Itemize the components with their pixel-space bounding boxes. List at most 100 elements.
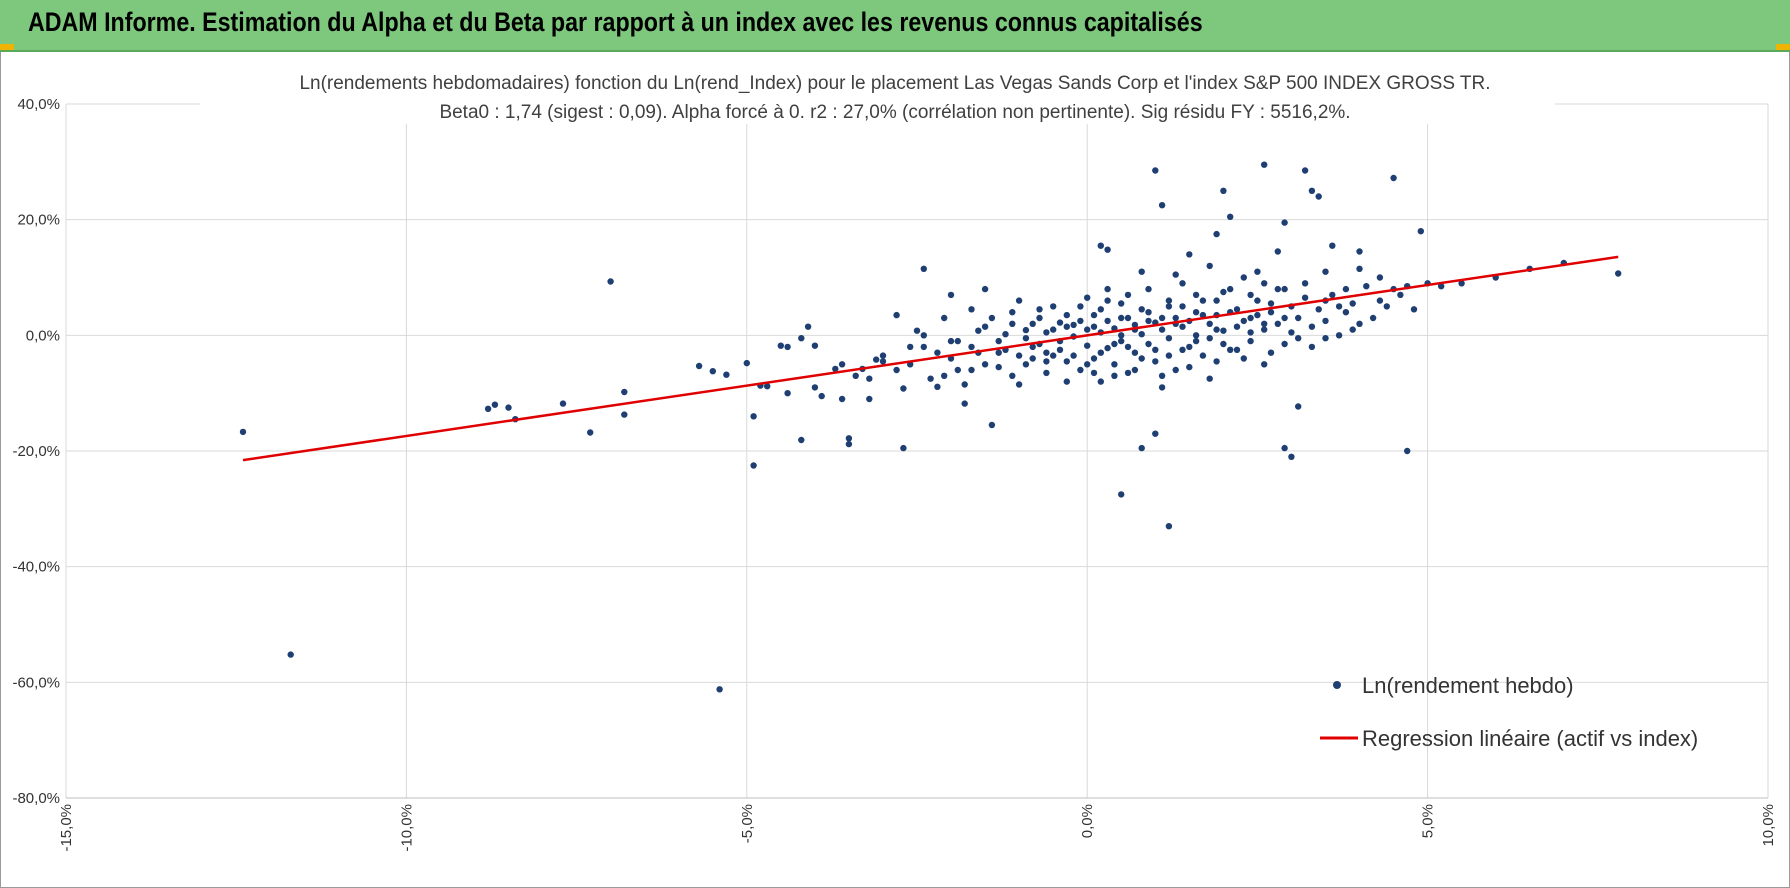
data-point	[750, 413, 757, 420]
data-point	[1077, 303, 1084, 310]
data-point	[1220, 187, 1227, 194]
data-point	[709, 368, 716, 375]
data-point	[1254, 268, 1261, 275]
data-point	[1308, 187, 1316, 194]
data-point	[920, 265, 927, 272]
data-point	[1192, 291, 1200, 299]
data-point	[838, 395, 846, 403]
data-point	[1342, 309, 1350, 316]
data-point	[1376, 274, 1384, 281]
data-point	[1172, 366, 1179, 374]
data-point	[287, 651, 294, 658]
data-point	[1158, 384, 1166, 391]
data-point	[1199, 352, 1207, 359]
legend-line-label: Regression linéaire (actif vs index)	[1362, 726, 1698, 751]
data-point	[1308, 323, 1316, 330]
data-point	[1084, 294, 1091, 301]
data-point	[1267, 349, 1275, 356]
data-point	[1261, 326, 1268, 333]
data-point	[1213, 297, 1220, 304]
data-point	[1063, 358, 1071, 365]
data-point	[1186, 343, 1193, 351]
data-point	[1009, 309, 1016, 316]
data-point	[1274, 320, 1282, 327]
data-point	[484, 405, 492, 412]
data-point	[1281, 285, 1288, 293]
legend-scatter-label: Ln(rendement hebdo)	[1362, 673, 1574, 698]
data-point	[1145, 285, 1152, 293]
y-tick-label: 0,0%	[26, 327, 60, 344]
report-title: ADAM Informe. Estimation du Alpha et du …	[28, 7, 1203, 37]
x-tick-label: 5,0%	[1420, 804, 1437, 838]
data-point	[621, 411, 628, 418]
data-point	[695, 362, 703, 370]
data-point	[1145, 317, 1152, 325]
data-point	[1335, 303, 1343, 310]
data-point	[1056, 319, 1064, 326]
data-point	[954, 337, 961, 345]
data-point	[1097, 378, 1105, 385]
data-point	[1118, 491, 1125, 498]
data-point	[1247, 291, 1254, 299]
data-point	[893, 311, 900, 319]
data-point	[621, 388, 628, 396]
data-point	[1022, 335, 1030, 342]
data-point	[1213, 326, 1220, 333]
data-point	[968, 366, 975, 374]
data-point	[491, 401, 499, 408]
data-point	[723, 371, 730, 378]
data-point	[587, 429, 594, 436]
y-tick-label: -20,0%	[12, 443, 60, 460]
y-tick-label: 40,0%	[17, 96, 60, 113]
data-point	[1084, 326, 1091, 333]
data-point	[1281, 444, 1288, 452]
data-point	[1172, 314, 1179, 322]
data-point	[1036, 314, 1043, 322]
data-point	[1090, 323, 1098, 330]
data-point	[1329, 291, 1336, 299]
data-point	[1104, 317, 1111, 325]
data-point	[1158, 372, 1166, 379]
data-point	[1199, 311, 1207, 319]
data-point	[873, 356, 880, 363]
x-tick-label: -10,0%	[398, 804, 415, 852]
data-point	[1056, 346, 1064, 353]
data-point	[1261, 320, 1268, 327]
data-point	[1615, 270, 1622, 277]
data-point	[913, 327, 921, 334]
data-point	[1118, 332, 1125, 339]
data-point	[879, 352, 887, 359]
data-point	[1301, 167, 1309, 174]
axes: 40,0%20,0%0,0%-20,0%-40,0%-60,0%-80,0%-1…	[12, 96, 1777, 852]
data-point	[1063, 378, 1071, 385]
y-tick-label: -40,0%	[12, 559, 60, 576]
data-point	[1165, 352, 1173, 359]
data-point	[893, 366, 900, 374]
data-point	[1138, 444, 1145, 452]
data-point	[1356, 320, 1363, 327]
data-point	[1363, 283, 1370, 290]
data-point	[1002, 331, 1009, 338]
data-point	[1329, 242, 1336, 249]
data-point	[1383, 303, 1391, 310]
data-point	[1043, 329, 1050, 336]
data-point	[1097, 242, 1105, 249]
data-point	[832, 365, 839, 373]
data-point	[1097, 306, 1105, 313]
data-point	[1240, 317, 1248, 325]
data-point	[941, 372, 948, 379]
data-point	[1322, 335, 1329, 342]
data-point	[838, 361, 846, 368]
data-point	[1158, 326, 1166, 333]
legend-scatter-marker	[1333, 681, 1341, 689]
data-point	[750, 462, 757, 469]
data-point	[845, 435, 853, 442]
data-point	[559, 400, 567, 407]
data-point	[1322, 317, 1329, 325]
data-point	[804, 323, 812, 330]
data-point	[1111, 340, 1118, 348]
corner-accent-left	[0, 44, 14, 50]
data-point	[1138, 331, 1145, 338]
x-tick-label: -15,0%	[58, 804, 75, 852]
